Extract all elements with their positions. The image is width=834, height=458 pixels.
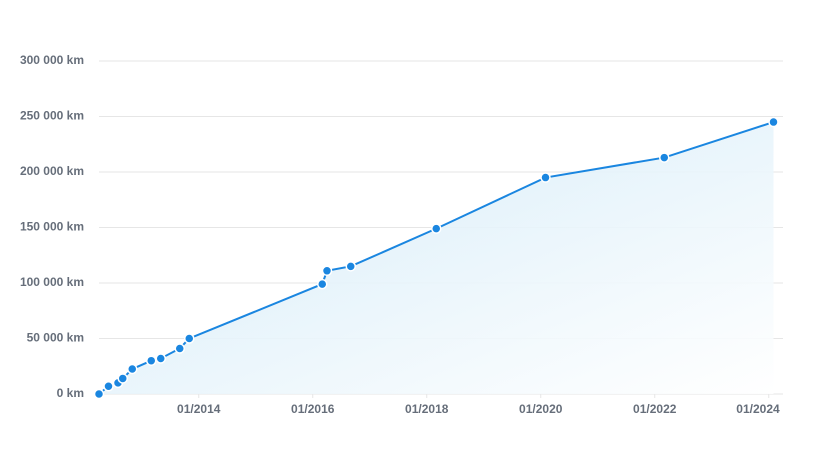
x-tick-label: 01/2016 <box>291 402 335 416</box>
x-tick-label: 01/2018 <box>405 402 449 416</box>
y-tick-label: 0 km <box>57 386 84 400</box>
point <box>540 172 551 183</box>
point <box>184 333 195 344</box>
y-tick-label: 100 000 km <box>20 275 84 289</box>
point <box>317 278 328 290</box>
y-tick-label: 200 000 km <box>20 164 84 178</box>
point <box>345 261 356 272</box>
y-tick-label: 250 000 km <box>20 109 84 123</box>
x-tick-label: 01/2024 <box>736 402 780 416</box>
area <box>99 122 774 395</box>
point <box>174 343 185 354</box>
y-tick-label: 300 000 km <box>20 53 84 67</box>
point <box>146 355 157 366</box>
point <box>93 388 105 400</box>
x-tick-label: 01/2022 <box>633 402 677 416</box>
x-tick-label: 01/2014 <box>177 402 221 416</box>
point <box>155 353 166 364</box>
point <box>103 380 114 392</box>
point <box>117 373 128 384</box>
point <box>127 363 138 375</box>
y-tick-label: 150 000 km <box>20 220 84 234</box>
x-tick-label: 01/2020 <box>519 402 563 416</box>
point <box>768 116 779 128</box>
point <box>659 152 670 163</box>
y-tick-label: 50 000 km <box>27 331 84 345</box>
point <box>431 223 442 234</box>
point <box>321 265 333 277</box>
